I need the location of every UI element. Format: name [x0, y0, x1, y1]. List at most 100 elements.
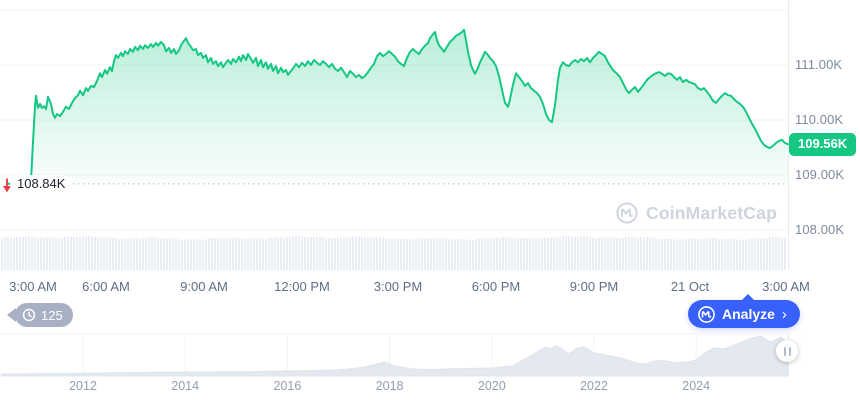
volume-bar [529, 238, 531, 270]
coinmarketcap-logo-icon [698, 305, 715, 323]
timeline-year-label: 2012 [69, 379, 97, 393]
volume-bar [388, 239, 390, 270]
low-price-label: 108.84K [10, 174, 73, 194]
volume-bar [274, 237, 276, 270]
main-chart-area[interactable]: 111.00K 110.00K 109.00K 108.00K 109.56K 108… [0, 0, 860, 270]
timeline-drag-handle[interactable] [776, 340, 798, 362]
timeline-range-selector[interactable] [0, 333, 800, 378]
volume-bar [235, 237, 237, 270]
timeline-year-label: 2014 [171, 379, 200, 393]
volume-bar [172, 238, 174, 270]
volume-bar [502, 237, 504, 270]
volume-bar [370, 237, 372, 270]
volume-bar [715, 238, 717, 270]
volume-bar [508, 237, 510, 270]
timeline-year-label: 2024 [682, 379, 711, 393]
analyze-button[interactable]: Analyze › [688, 294, 800, 328]
timeline-year-label: 2020 [477, 379, 506, 393]
volume-bar [397, 238, 399, 270]
volume-bar [73, 236, 75, 270]
volume-bar [436, 238, 438, 270]
volume-bar [202, 239, 204, 270]
volume-bar [742, 239, 744, 270]
volume-bar [394, 238, 396, 270]
volume-bar [349, 237, 351, 270]
volume-bar [55, 238, 57, 270]
volume-bar [730, 238, 732, 270]
volume-bar [52, 237, 54, 270]
volume-bar [721, 239, 723, 270]
volume-bar [466, 239, 468, 270]
y-axis-label: 108.00K [795, 222, 845, 237]
volume-bar [472, 239, 474, 270]
volume-bar [382, 237, 384, 270]
volume-bar [49, 237, 51, 270]
volume-bar [586, 236, 588, 270]
volume-bar [637, 237, 639, 270]
volume-bar [400, 238, 402, 270]
volume-bar [718, 238, 720, 270]
volume-bar [514, 238, 516, 270]
volume-bar [280, 237, 282, 270]
volume-bar [709, 237, 711, 270]
volume-bar [142, 238, 144, 270]
volume-bar [43, 237, 45, 270]
volume-bar [550, 237, 552, 270]
volume-bar [241, 238, 243, 270]
volume-bar [415, 238, 417, 270]
timeline-svg[interactable] [0, 333, 800, 378]
volume-bar [757, 238, 759, 270]
analyze-label: Analyze [722, 306, 775, 322]
volume-bar [526, 237, 528, 270]
coinmarketcap-logo-icon [616, 202, 638, 224]
volume-bar [28, 236, 30, 270]
volume-bar [457, 239, 459, 270]
volume-bar [481, 238, 483, 270]
volume-bar [577, 237, 579, 270]
watermark: CoinMarketCap [615, 201, 777, 225]
volume-bar [139, 238, 141, 270]
volume-bar [493, 238, 495, 270]
volume-bar [463, 239, 465, 270]
price-chart-svg[interactable] [0, 0, 860, 270]
x-axis-label: 3:00 AM [762, 279, 810, 294]
volume-bar [610, 237, 612, 270]
volume-bar [70, 236, 72, 270]
volume-bar [340, 237, 342, 270]
volume-bar [121, 239, 123, 270]
history-count-badge[interactable]: 125 [15, 303, 73, 327]
volume-bar [256, 238, 258, 270]
volume-bar [226, 238, 228, 270]
volume-bar [754, 238, 756, 270]
volume-bar [265, 238, 267, 270]
volume-bar [424, 238, 426, 270]
volume-bar [166, 238, 168, 270]
volume-bar [199, 239, 201, 270]
volume-bar [25, 236, 27, 270]
volume-bar [91, 236, 93, 270]
volume-bar [298, 236, 300, 270]
volume-bar [313, 237, 315, 270]
volume-bar [655, 238, 657, 270]
volume-bar [703, 238, 705, 270]
volume-bar [64, 237, 66, 270]
volume-bar [475, 239, 477, 270]
volume-bar [676, 239, 678, 270]
y-axis-label: 110.00K [795, 112, 844, 127]
volume-bar [244, 238, 246, 270]
volume-bar [229, 237, 231, 270]
volume-bar [658, 238, 660, 270]
volume-bar [205, 239, 207, 270]
volume-bar [283, 237, 285, 270]
timeline-area [0, 335, 789, 377]
volume-bar [661, 239, 663, 270]
chevron-right-icon: › [781, 305, 787, 323]
volume-bar [217, 238, 219, 270]
volume-bar [673, 239, 675, 270]
volume-bar [565, 236, 567, 270]
volume-bar [535, 238, 537, 270]
volume-bar [289, 236, 291, 270]
volume-bar [775, 236, 777, 270]
volume-bar [238, 238, 240, 270]
